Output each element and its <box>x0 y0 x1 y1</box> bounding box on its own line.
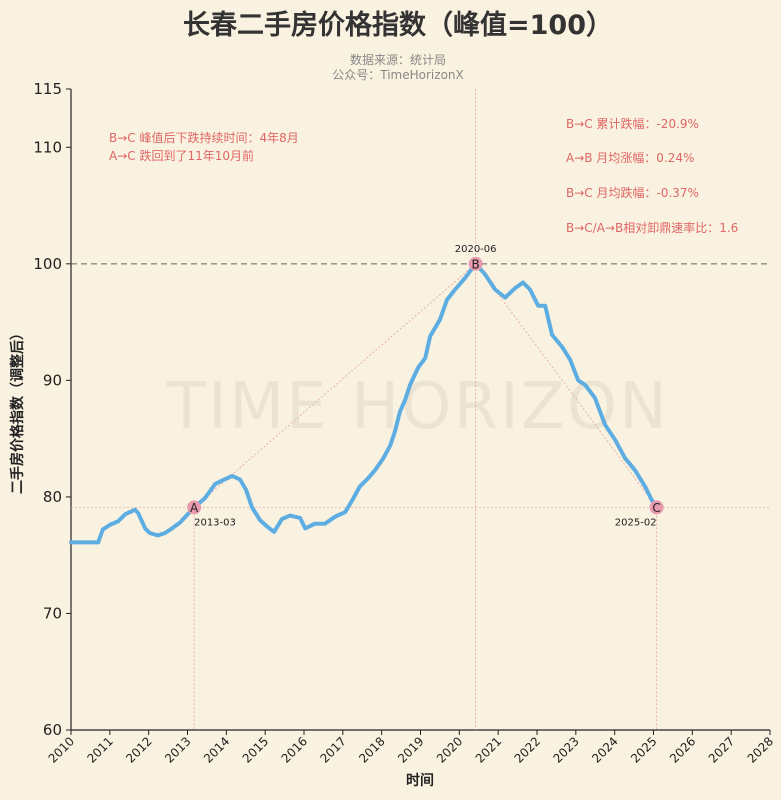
x-tick-label: 2022 <box>512 734 543 765</box>
point-letter: B <box>472 257 480 271</box>
point-b: B 2020-06 <box>455 244 497 272</box>
chart-title: 长春二手房价格指数（峰值=100） <box>183 10 613 41</box>
x-axis-label: 时间 <box>406 772 434 789</box>
annotation-left-1: B→C 峰值后下跌持续时间：4年8月 <box>109 130 299 145</box>
point-letter: C <box>652 501 660 515</box>
x-tick-label: 2026 <box>667 734 698 765</box>
y-tick-label: 90 <box>43 371 62 389</box>
subtitle-account: 公众号：TimeHorizonX <box>332 68 463 82</box>
x-tick-label: 2024 <box>589 734 620 765</box>
x-tick-label: 2020 <box>434 734 465 765</box>
y-tick-label: 100 <box>33 255 62 273</box>
x-tick-label: 2027 <box>706 734 737 765</box>
y-tick-label: 60 <box>43 721 62 739</box>
x-tick-label: 2014 <box>201 734 232 765</box>
y-tick-label: 80 <box>43 488 62 506</box>
point-marker <box>187 500 202 515</box>
annotation-right-1: B→C 累计跌幅：-20.9% <box>566 116 699 131</box>
x-tick-label: 2019 <box>395 734 426 765</box>
point-letter: A <box>190 501 199 515</box>
x-tick-label: 2018 <box>356 734 387 765</box>
y-axis-label: 二手房价格指数（调整后） <box>9 326 26 494</box>
b-c-connector <box>475 263 657 508</box>
y-tick-label: 110 <box>33 138 62 156</box>
x-tick-label: 2012 <box>123 734 154 765</box>
y-tick-label: 70 <box>43 604 62 622</box>
x-tick-label: 2028 <box>745 734 776 765</box>
x-tick-label: 2013 <box>162 734 193 765</box>
point-marker <box>468 256 483 271</box>
x-tick-label: 2016 <box>279 734 310 765</box>
point-date-label: 2013-03 <box>194 517 236 528</box>
point-marker <box>649 500 664 515</box>
annotation-right-4: B→C/A→B相对卸鼎速率比：1.6 <box>566 220 738 235</box>
point-c: C 2025-02 <box>615 500 664 528</box>
x-tick-label: 2023 <box>550 734 581 765</box>
annotation-left-2: A→C 跌回到了11年10月前 <box>109 148 254 163</box>
x-tick-label: 2017 <box>317 734 348 765</box>
point-date-label: 2025-02 <box>615 517 657 528</box>
watermark: TIME HORIZON <box>166 370 669 444</box>
x-tick-label: 2025 <box>628 734 659 765</box>
y-tick-label: 115 <box>33 80 62 98</box>
x-tick-label: 2015 <box>240 734 271 765</box>
x-tick-label: 2011 <box>84 734 115 765</box>
annotation-right-3: B→C 月均跌幅：-0.37% <box>566 185 699 200</box>
point-date-label: 2020-06 <box>455 244 497 255</box>
subtitle-source: 数据来源：统计局 <box>350 52 446 67</box>
x-tick-label: 2021 <box>473 734 504 765</box>
point-a: A 2013-03 <box>187 500 236 528</box>
index-line <box>69 261 659 545</box>
annotation-right-2: A→B 月均涨幅：0.24% <box>566 150 694 165</box>
